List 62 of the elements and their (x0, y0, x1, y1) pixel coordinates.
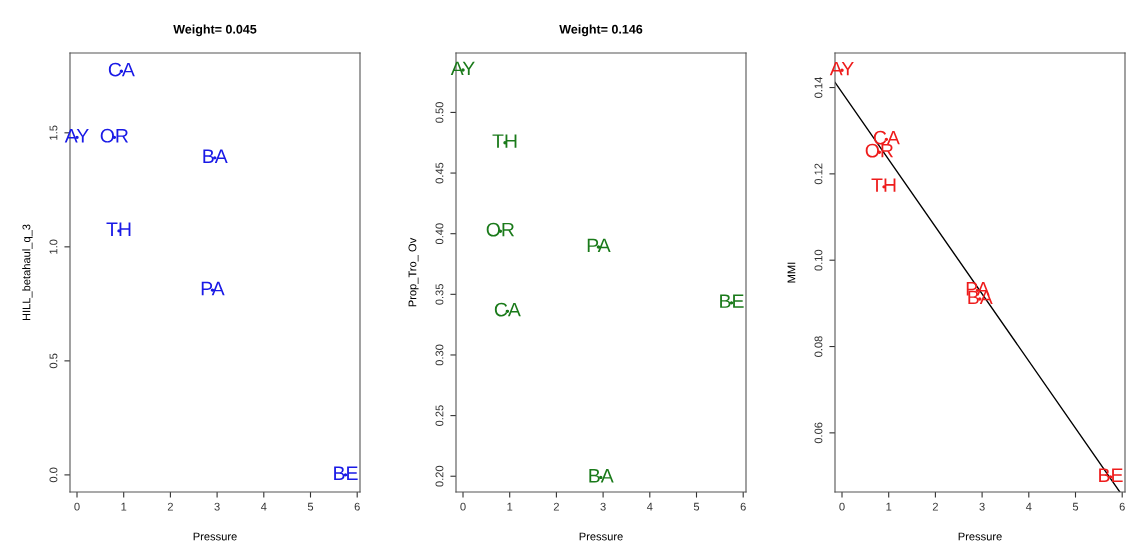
x-tick-label: 3 (600, 502, 606, 511)
x-tick-label: 3 (979, 502, 985, 511)
data-label: TH (106, 222, 131, 236)
data-label: AY (450, 61, 475, 76)
y-tick-label: 0.45 (435, 162, 444, 184)
y-tick-label: 1.5 (49, 125, 58, 140)
x-tick-label: 2 (932, 502, 938, 511)
y-tick-label: 0.10 (814, 249, 823, 271)
x-tick-label: 4 (260, 502, 267, 511)
data-label: AY (829, 61, 854, 76)
x-tick-label: 5 (1072, 502, 1079, 511)
x-tick-label: 4 (646, 502, 653, 511)
x-tick-label: 1 (886, 502, 892, 511)
data-label: CA (108, 62, 135, 77)
y-axis-title: MMI (787, 262, 796, 283)
data-label: PA (587, 238, 611, 253)
x-tick-label: 0 (839, 502, 845, 511)
x-axis-title: Pressure (193, 532, 237, 541)
x-tick-label: 3 (214, 502, 220, 511)
x-axis-title: Pressure (958, 532, 1002, 541)
y-tick-label: 0.0 (49, 467, 58, 483)
x-tick-label: 0 (460, 502, 466, 511)
data-label: OR (486, 222, 515, 237)
y-tick-label: 0.25 (435, 405, 444, 426)
data-label: AY (64, 129, 89, 143)
y-tick-label: 0.40 (435, 223, 444, 245)
x-tick-label: 5 (693, 502, 700, 511)
x-tick-label: 6 (1119, 502, 1125, 511)
x-axis-title: Pressure (579, 532, 623, 541)
x-tick-label: 6 (740, 502, 746, 511)
x-tick-label: 2 (167, 502, 173, 511)
y-tick-label: 0.14 (814, 77, 823, 98)
x-tick-label: 5 (307, 502, 314, 511)
x-tick-label: 0 (74, 502, 80, 511)
x-tick-label: 1 (121, 502, 127, 511)
y-tick-label: 0.12 (814, 163, 823, 185)
y-axis-title: HILL_betahaul_q_3 (22, 224, 33, 321)
data-label: OR (100, 128, 129, 143)
data-label: TH (871, 178, 896, 192)
chart-title: Weight= 0.146 (559, 24, 643, 37)
y-axis-title: Prop_Tro_ Ov (408, 237, 419, 307)
y-tick-label: 0.06 (814, 422, 823, 444)
x-tick-label: 1 (507, 502, 513, 511)
data-label: BE (334, 466, 358, 480)
data-label: BA (203, 149, 228, 163)
y-tick-label: 0.5 (49, 353, 58, 369)
x-tick-label: 6 (354, 502, 360, 511)
data-label: PA (201, 281, 225, 296)
y-tick-label: 0.20 (435, 465, 444, 487)
data-label: TH (492, 134, 517, 148)
x-tick-label: 4 (1025, 502, 1032, 511)
y-tick-label: 0.08 (814, 336, 823, 357)
data-label: CA (873, 130, 900, 145)
y-tick-label: 0.35 (435, 283, 444, 305)
y-tick-label: 0.30 (435, 344, 444, 366)
data-label: BE (720, 294, 744, 308)
y-tick-label: 0.50 (435, 102, 444, 123)
x-tick-label: 2 (553, 502, 559, 511)
y-tick-label: 1.0 (49, 239, 58, 254)
data-label: BA (589, 469, 614, 483)
chart-title: Weight= 0.045 (173, 24, 257, 37)
data-label: CA (494, 302, 521, 317)
